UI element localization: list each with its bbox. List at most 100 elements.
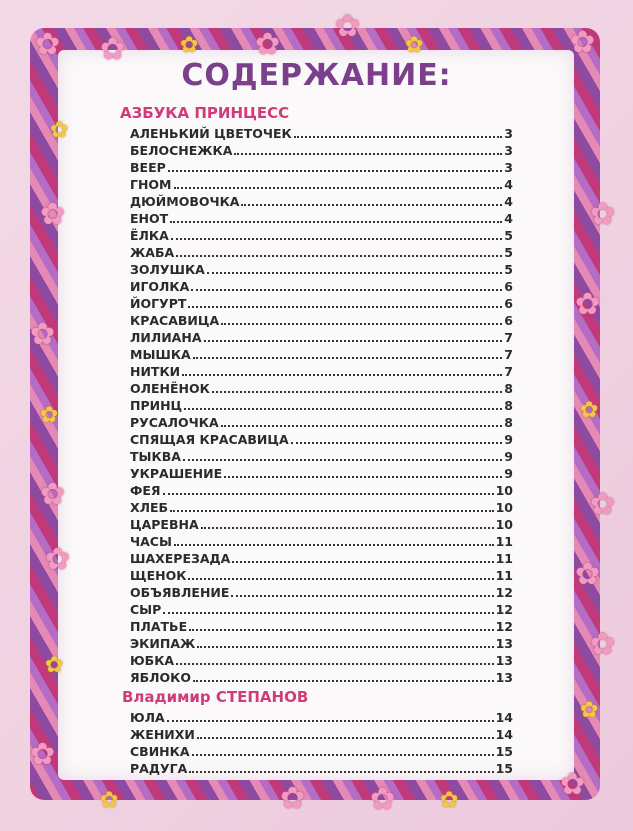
entry-page: 9 [504, 432, 513, 447]
entry-page: 10 [495, 517, 513, 532]
leader-dots [203, 340, 503, 342]
toc-entry: ЮЛА 14 [130, 708, 513, 725]
leader-dots [200, 527, 494, 529]
flower-icon: ✿ [580, 698, 599, 723]
toc-entry: УКРАШЕНИЕ 9 [130, 464, 513, 481]
flower-icon: ✿ [590, 627, 616, 662]
entry-title: ЙОГУРТ [130, 296, 187, 311]
entry-title: НИТКИ [130, 364, 181, 379]
toc-entry: ПРИНЦ 8 [130, 396, 513, 413]
toc-entry: ЯБЛОКО 13 [130, 668, 513, 685]
toc-entry: ЩЕНОК 11 [130, 566, 513, 583]
toc-entry: ИГОЛКА 6 [130, 277, 513, 294]
entry-page: 5 [504, 262, 513, 277]
flower-icon: ✿ [335, 9, 361, 44]
toc-entry: РАДУГА 15 [130, 759, 513, 776]
flower-icon: ✿ [180, 33, 199, 58]
flower-icon: ✿ [100, 788, 119, 813]
entry-title: РУСАЛОЧКА [130, 415, 219, 430]
section-heading: Владимир СТЕПАНОВ [122, 688, 309, 706]
page-title: СОДЕРЖАНИЕ: [181, 58, 452, 93]
entry-title: ЖАБА [130, 245, 175, 260]
entry-page: 13 [495, 670, 513, 685]
entry-page: 7 [504, 364, 513, 379]
entry-title: ЕНОТ [130, 211, 169, 226]
entry-title: УКРАШЕНИЕ [130, 466, 223, 481]
leader-dots [234, 153, 503, 155]
entry-page: 7 [504, 330, 513, 345]
toc-entry: ЭКИПАЖ 13 [130, 634, 513, 651]
flower-icon: ✿ [40, 197, 66, 232]
flower-icon: ✿ [45, 542, 71, 577]
flower-icon: ✿ [590, 487, 616, 522]
entry-title: ВЕЕР [130, 160, 166, 175]
flower-icon: ✿ [45, 653, 64, 678]
toc-entry: ОЛЕНЁНОК 8 [130, 379, 513, 396]
flower-icon: ✿ [575, 287, 601, 322]
entry-page: 10 [495, 500, 513, 515]
entry-title: КРАСАВИЦА [130, 313, 220, 328]
entry-title: ЛИЛИАНА [130, 330, 202, 345]
toc-entry: ЗОЛУШКА 5 [130, 260, 513, 277]
entry-title: ЧАСЫ [130, 534, 172, 549]
entry-title: ТЫКВА [130, 449, 181, 464]
leader-dots [167, 170, 503, 172]
entry-title: ЩЕНОК [130, 568, 187, 583]
entry-page: 15 [495, 744, 513, 759]
leader-dots [211, 391, 503, 393]
toc-entry: ГНОМ 4 [130, 175, 513, 192]
toc-entry: СВИНКА 15 [130, 742, 513, 759]
leader-dots [163, 612, 494, 614]
entry-title: ЦАРЕВНА [130, 517, 199, 532]
leader-dots [170, 510, 494, 512]
entry-page: 5 [504, 228, 513, 243]
leader-dots [182, 374, 503, 376]
entry-page: 14 [495, 710, 513, 725]
leader-dots [191, 754, 494, 756]
entry-title: ЖЕНИХИ [130, 727, 195, 742]
leader-dots [188, 306, 503, 308]
leader-dots [189, 629, 494, 631]
leader-dots [193, 680, 494, 682]
entry-page: 3 [504, 126, 513, 141]
toc-entry: ЛИЛИАНА 7 [130, 328, 513, 345]
toc-entry: БЕЛОСНЕЖКА 3 [130, 141, 513, 158]
entry-page: 6 [504, 296, 513, 311]
leader-dots [176, 255, 503, 257]
entry-title: АЛЕНЬКИЙ ЦВЕТОЧЕК [130, 126, 292, 141]
toc-entry: ЙОГУРТ 6 [130, 294, 513, 311]
entry-page: 4 [504, 177, 513, 192]
leader-dots [173, 544, 494, 546]
entry-page: 3 [504, 143, 513, 158]
toc-entry: КРАСАВИЦА 6 [130, 311, 513, 328]
leader-dots [189, 771, 494, 773]
leader-dots [173, 187, 503, 189]
entry-page: 15 [495, 761, 513, 776]
entry-page: 4 [504, 211, 513, 226]
toc-entry: СЫР 12 [130, 600, 513, 617]
toc-entry: ЮБКА 13 [130, 651, 513, 668]
entry-page: 10 [495, 483, 513, 498]
entry-title: СЫР [130, 602, 162, 617]
entry-page: 8 [504, 415, 513, 430]
entry-title: СПЯЩАЯ КРАСАВИЦА [130, 432, 289, 447]
leader-dots [182, 459, 503, 461]
entry-page: 4 [504, 194, 513, 209]
leader-dots [224, 476, 503, 478]
entry-page: 13 [495, 653, 513, 668]
leader-dots [293, 136, 503, 138]
toc-entry: РУСАЛОЧКА 8 [130, 413, 513, 430]
entry-title: ИГОЛКА [130, 279, 190, 294]
toc-entry: ДЮЙМОВОЧКА 4 [130, 192, 513, 209]
leader-dots [206, 272, 503, 274]
entry-title: ОЛЕНЁНОК [130, 381, 210, 396]
entry-title: МЫШКА [130, 347, 191, 362]
entry-title: ЗОЛУШКА [130, 262, 205, 277]
entry-page: 12 [495, 619, 513, 634]
entry-page: 14 [495, 727, 513, 742]
leader-dots [192, 357, 503, 359]
toc-entry: ШАХЕРЕЗАДА 11 [130, 549, 513, 566]
entry-title: ЮБКА [130, 653, 175, 668]
entry-page: 9 [504, 449, 513, 464]
leader-dots [191, 289, 503, 291]
